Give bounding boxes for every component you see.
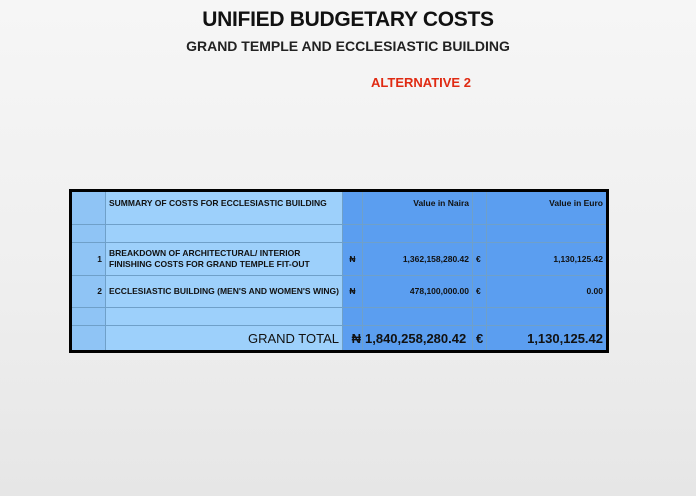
page-title: UNIFIED BUDGETARY COSTS xyxy=(202,8,494,31)
grand-total-row: GRAND TOTAL ₦ 1,840,258,280.42 € 1,130,1… xyxy=(70,325,608,352)
row-naira-value: 478,100,000.00 xyxy=(362,275,473,308)
row-number: 2 xyxy=(70,275,106,308)
empty-cell xyxy=(472,307,487,326)
row-euro-value: 0.00 xyxy=(486,275,608,308)
spacer-row xyxy=(70,224,608,243)
naira-header: Value in Naira xyxy=(362,190,473,225)
empty-cell xyxy=(486,224,608,243)
empty-cell xyxy=(472,224,487,243)
euro-symbol: € xyxy=(472,325,487,352)
cost-summary-table: SUMMARY OF COSTS FOR ECCLESIASTIC BUILDI… xyxy=(69,189,609,353)
row-euro-value: 1,130,125.42 xyxy=(486,242,608,276)
empty-cell xyxy=(362,224,473,243)
row-naira-value: 1,362,158,280.42 xyxy=(362,242,473,276)
naira-symbol: ₦ xyxy=(342,275,363,308)
header-sym2-cell xyxy=(472,190,487,225)
euro-symbol: € xyxy=(472,242,487,276)
summary-header: SUMMARY OF COSTS FOR ECCLESIASTIC BUILDI… xyxy=(105,190,343,225)
naira-symbol: ₦ xyxy=(342,325,363,352)
empty-cell xyxy=(342,224,363,243)
table-header-row: SUMMARY OF COSTS FOR ECCLESIASTIC BUILDI… xyxy=(70,190,608,225)
empty-cell xyxy=(486,307,608,326)
empty-cell xyxy=(70,325,106,352)
grand-total-naira: 1,840,258,280.42 xyxy=(362,325,473,352)
page-subtitle: GRAND TEMPLE AND ECCLESIASTIC BUILDING xyxy=(186,38,510,54)
empty-cell xyxy=(105,224,343,243)
empty-cell xyxy=(105,307,343,326)
empty-cell xyxy=(70,307,106,326)
naira-symbol: ₦ xyxy=(342,242,363,276)
empty-cell xyxy=(362,307,473,326)
header-num-cell xyxy=(70,190,106,225)
row-description: ECCLESIASTIC BUILDING (MEN'S AND WOMEN'S… xyxy=(105,275,343,308)
grand-total-euro: 1,130,125.42 xyxy=(486,325,608,352)
table-row: 1 BREAKDOWN OF ARCHITECTURAL/ INTERIOR F… xyxy=(70,242,608,276)
table-row: 2 ECCLESIASTIC BUILDING (MEN'S AND WOMEN… xyxy=(70,275,608,308)
header-sym-cell xyxy=(342,190,363,225)
alternative-label: ALTERNATIVE 2 xyxy=(0,75,696,90)
alternative-text: ALTERNATIVE 2 xyxy=(371,75,471,90)
row-description: BREAKDOWN OF ARCHITECTURAL/ INTERIOR FIN… xyxy=(105,242,343,276)
spacer-row xyxy=(70,307,608,326)
empty-cell xyxy=(342,307,363,326)
empty-cell xyxy=(70,224,106,243)
row-number: 1 xyxy=(70,242,106,276)
grand-total-label: GRAND TOTAL xyxy=(105,325,343,352)
euro-header: Value in Euro xyxy=(486,190,608,225)
euro-symbol: € xyxy=(472,275,487,308)
